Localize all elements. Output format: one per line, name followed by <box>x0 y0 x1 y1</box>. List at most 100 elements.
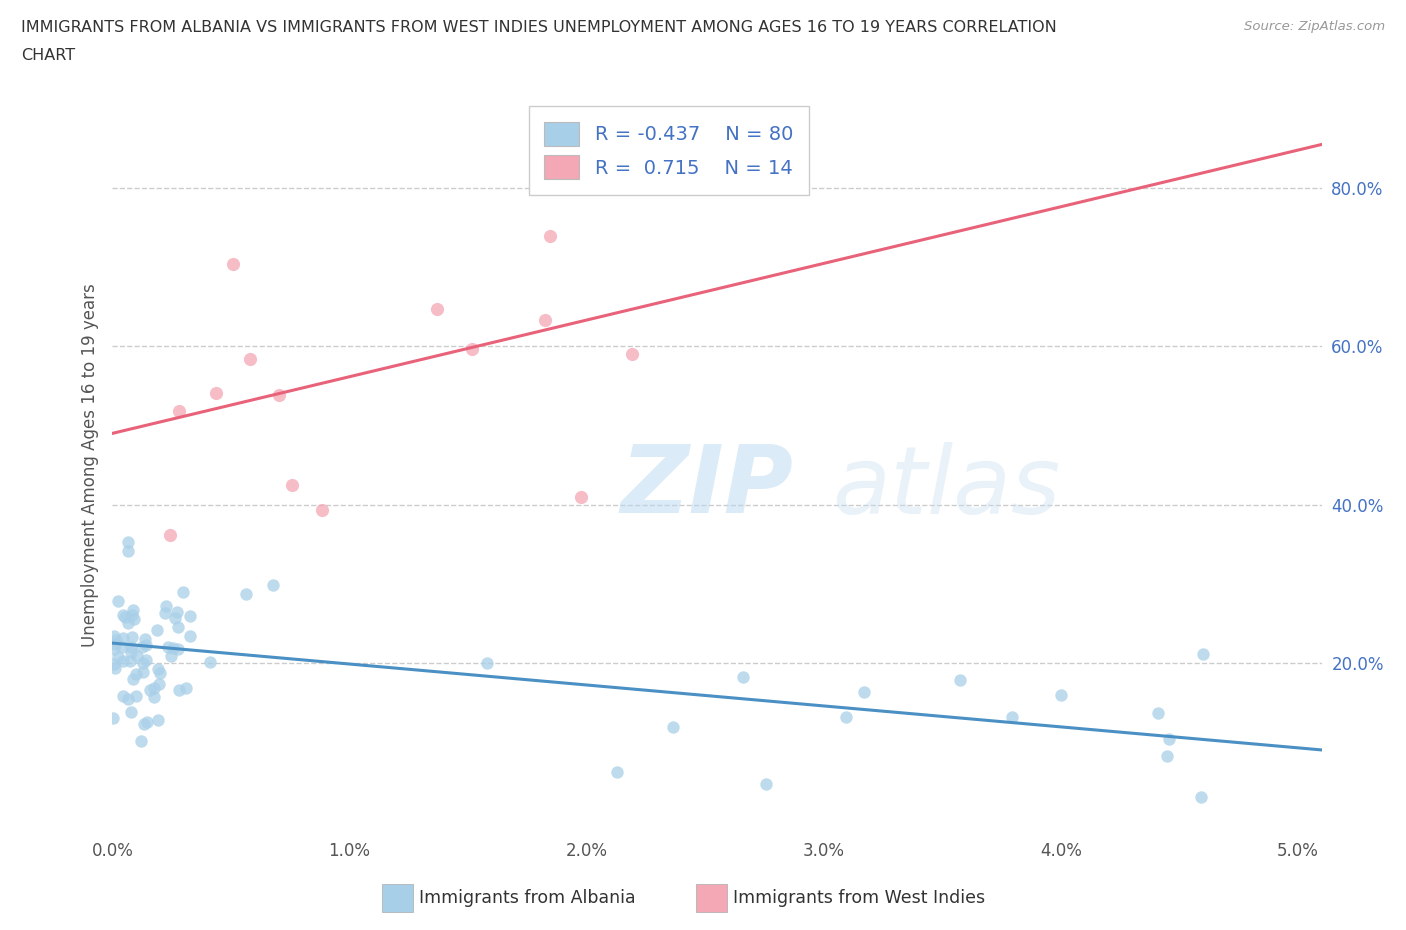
Point <box>117 544 139 559</box>
Point <box>122 671 145 686</box>
Point <box>103 629 125 644</box>
Point <box>104 636 127 651</box>
Point <box>1049 688 1071 703</box>
Point <box>235 587 257 602</box>
Point <box>172 584 194 599</box>
Point <box>107 649 129 664</box>
Point <box>239 352 262 366</box>
Point <box>1157 731 1180 746</box>
Point <box>148 661 170 676</box>
Point <box>125 648 148 663</box>
Text: ZIP: ZIP <box>620 442 793 533</box>
Point <box>112 688 135 703</box>
Point <box>148 676 170 691</box>
Point <box>111 607 134 622</box>
Point <box>120 705 142 720</box>
Point <box>167 683 190 698</box>
Point <box>534 312 557 327</box>
Point <box>606 765 628 780</box>
Point <box>107 593 129 608</box>
Point <box>139 683 162 698</box>
Point <box>132 656 155 671</box>
Point <box>142 681 165 696</box>
Point <box>179 609 201 624</box>
Point <box>121 630 143 644</box>
Point <box>262 578 284 592</box>
FancyBboxPatch shape <box>696 884 727 912</box>
Point <box>104 660 127 675</box>
Point <box>134 631 156 646</box>
Point <box>121 603 143 618</box>
Point <box>1192 646 1215 661</box>
Point <box>129 734 152 749</box>
Point <box>132 716 155 731</box>
Y-axis label: Unemployment Among Ages 16 to 19 years: Unemployment Among Ages 16 to 19 years <box>80 283 98 647</box>
Point <box>131 640 153 655</box>
Legend: R = -0.437    N = 80, R =  0.715    N = 14: R = -0.437 N = 80, R = 0.715 N = 14 <box>529 106 808 194</box>
Point <box>124 667 146 682</box>
Point <box>205 386 228 401</box>
Point <box>162 640 184 655</box>
Point <box>311 502 333 517</box>
Point <box>569 489 592 504</box>
Point <box>754 777 776 791</box>
Point <box>269 388 291 403</box>
Point <box>200 655 222 670</box>
Point <box>103 642 125 657</box>
Point <box>135 637 157 652</box>
Point <box>835 710 858 724</box>
Point <box>120 654 142 669</box>
Point <box>146 712 169 727</box>
Point <box>222 257 245 272</box>
Point <box>166 604 188 619</box>
Point <box>1189 790 1212 804</box>
Point <box>731 670 754 684</box>
Point <box>135 653 157 668</box>
Point <box>174 681 197 696</box>
Point <box>426 302 449 317</box>
Point <box>135 714 157 729</box>
Point <box>121 607 143 622</box>
Point <box>538 229 561 244</box>
FancyBboxPatch shape <box>382 884 413 912</box>
Point <box>167 620 190 635</box>
Point <box>125 689 148 704</box>
Point <box>117 691 139 706</box>
Point <box>163 611 186 626</box>
Point <box>149 666 172 681</box>
Point <box>477 656 499 671</box>
Point <box>1156 749 1178 764</box>
Point <box>105 632 128 647</box>
Point <box>157 640 180 655</box>
Point <box>1147 706 1170 721</box>
Point <box>114 610 136 625</box>
Point <box>461 341 484 356</box>
Point <box>159 528 181 543</box>
Point <box>111 639 134 654</box>
Point <box>621 346 644 361</box>
Point <box>155 599 177 614</box>
Point <box>179 629 201 644</box>
Text: Immigrants from West Indies: Immigrants from West Indies <box>733 889 984 908</box>
Point <box>117 616 139 631</box>
Point <box>112 654 135 669</box>
Point <box>120 644 142 659</box>
Text: atlas: atlas <box>832 442 1060 533</box>
Point <box>117 535 139 550</box>
Point <box>120 640 142 655</box>
Point <box>112 631 135 645</box>
Text: IMMIGRANTS FROM ALBANIA VS IMMIGRANTS FROM WEST INDIES UNEMPLOYMENT AMONG AGES 1: IMMIGRANTS FROM ALBANIA VS IMMIGRANTS FR… <box>21 20 1057 35</box>
Point <box>167 642 190 657</box>
Point <box>132 664 155 679</box>
Point <box>153 605 176 620</box>
Text: Source: ZipAtlas.com: Source: ZipAtlas.com <box>1244 20 1385 33</box>
Point <box>122 612 145 627</box>
Text: Immigrants from Albania: Immigrants from Albania <box>419 889 636 908</box>
Point <box>1000 710 1022 724</box>
Text: CHART: CHART <box>21 48 75 63</box>
Point <box>160 649 183 664</box>
Point <box>662 720 685 735</box>
Point <box>852 684 875 699</box>
Point <box>146 622 169 637</box>
Point <box>103 657 125 671</box>
